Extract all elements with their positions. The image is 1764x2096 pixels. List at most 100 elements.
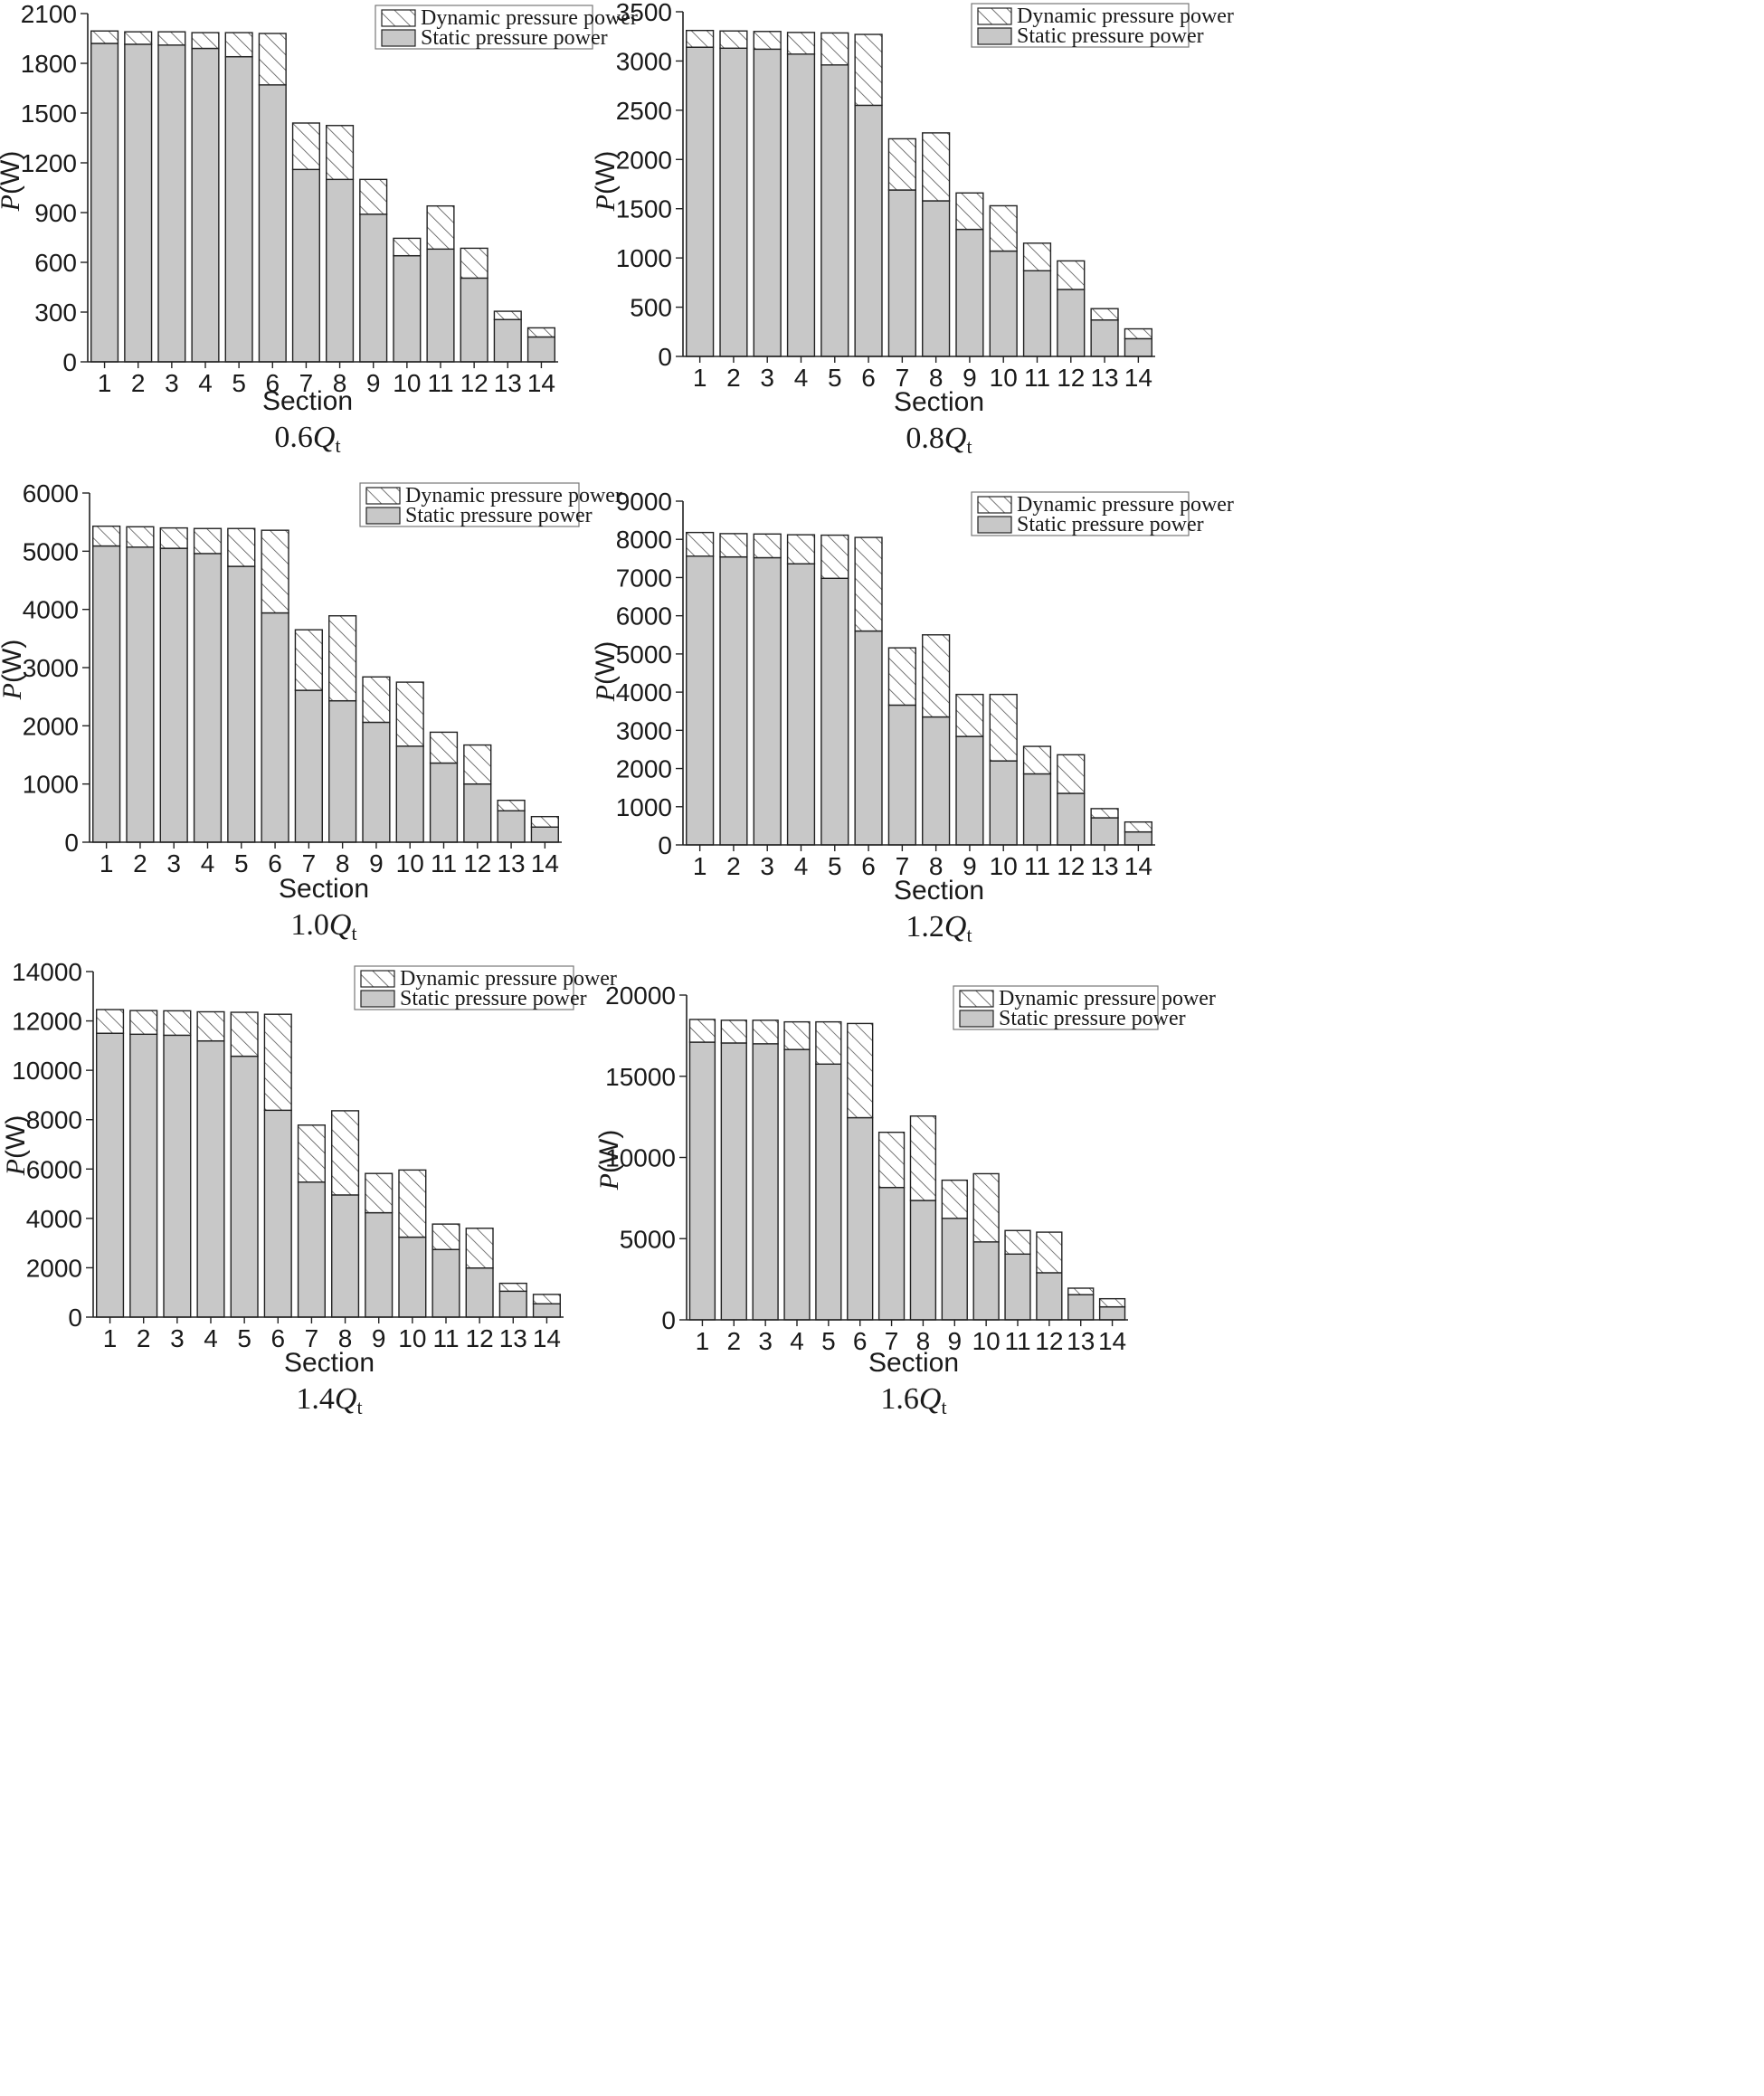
caption-value: 1.6 [880, 1382, 919, 1416]
y-tick-label: 4000 [23, 596, 79, 624]
y-axis-label-unit: (W) [591, 151, 621, 194]
static-pressure-bar [359, 213, 388, 363]
legend-swatch-dynamic [365, 487, 401, 505]
y-axis-label: P(W) [591, 641, 621, 703]
legend-swatch-dynamic [977, 496, 1012, 514]
dynamic-pressure-bar [719, 533, 748, 558]
dynamic-pressure-bar [854, 536, 883, 632]
x-axis-label: Section [262, 386, 353, 416]
static-pressure-bar [719, 47, 748, 357]
static-pressure-bar [532, 1303, 561, 1318]
x-tick-label: 5 [234, 849, 249, 877]
dynamic-pressure-bar [1004, 1229, 1031, 1256]
x-tick-label: 4 [198, 369, 213, 397]
y-tick-label: 1000 [616, 793, 672, 821]
x-tick-label: 7 [299, 369, 314, 397]
y-tick-label: 3000 [23, 654, 79, 682]
static-pressure-bar [362, 721, 391, 843]
x-tick-label: 9 [369, 849, 384, 877]
static-pressure-bar [989, 760, 1018, 846]
x-tick-label: 12 [1035, 1327, 1063, 1355]
static-pressure-bar [426, 248, 455, 363]
y-axis-label-unit: (W) [594, 1130, 624, 1173]
static-pressure-bar [1090, 817, 1119, 846]
static-pressure-bar [720, 1042, 747, 1321]
y-axis-label-symbol: P [0, 683, 27, 700]
static-pressure-bar [191, 47, 220, 363]
y-axis-label-symbol: P [0, 194, 25, 212]
x-tick-label: 14 [1124, 852, 1152, 880]
caption-subscript: t [966, 924, 972, 946]
static-pressure-bar [955, 228, 984, 357]
dynamic-pressure-bar [326, 125, 355, 181]
dynamic-pressure-bar [688, 1019, 716, 1043]
caption-subscript: t [356, 1396, 362, 1418]
dynamic-pressure-bar [941, 1179, 968, 1219]
caption-symbol: Q [329, 908, 352, 942]
x-tick-label: 12 [463, 849, 491, 877]
x-tick-label: 14 [1124, 364, 1152, 392]
y-tick-label: 1000 [23, 771, 79, 799]
caption-symbol: Q [919, 1382, 942, 1416]
x-tick-label: 6 [861, 364, 876, 392]
dynamic-pressure-bar [532, 1294, 561, 1304]
x-tick-label: 5 [237, 1324, 251, 1352]
static-pressure-bar [465, 1267, 494, 1318]
y-tick-label: 2000 [616, 146, 672, 174]
x-tick-label: 6 [853, 1327, 868, 1355]
y-tick-label: 9000 [616, 488, 672, 516]
legend-label-static: Static pressure power [405, 504, 593, 527]
x-axis-label: Section [894, 387, 984, 417]
static-pressure-bar [955, 735, 984, 846]
chart-caption: 1.0Qt [290, 908, 356, 944]
y-tick-label: 10000 [605, 1144, 676, 1172]
x-tick-label: 10 [396, 849, 424, 877]
dynamic-pressure-bar [126, 526, 155, 548]
x-tick-label: 10 [972, 1327, 1001, 1355]
dynamic-pressure-bar [820, 534, 849, 579]
dynamic-pressure-bar [753, 31, 782, 51]
static-pressure-bar [1057, 792, 1086, 846]
x-tick-label: 3 [166, 849, 181, 877]
caption-value: 0.6 [274, 421, 313, 454]
y-tick-label: 6000 [616, 602, 672, 631]
caption-value: 1.0 [290, 908, 329, 942]
static-pressure-bar [294, 689, 323, 843]
chart-panel: 1 2 3 4 5 6 7 8 9 10 11 12 13 14050010001500200025003… [591, 0, 1234, 458]
dynamic-pressure-bar [1090, 808, 1119, 819]
dynamic-pressure-bar [90, 30, 119, 44]
legend-label-dynamic: Dynamic pressure power [400, 967, 617, 991]
x-tick-label: 2 [726, 1327, 741, 1355]
static-pressure-bar [820, 64, 849, 357]
y-axis-label-unit: (W) [0, 151, 25, 194]
static-pressure-bar [196, 1039, 225, 1318]
y-tick-label: 10000 [12, 1057, 82, 1085]
y-tick-label: 4000 [26, 1205, 82, 1233]
legend-swatch-static [365, 507, 401, 525]
x-tick-label: 11 [1004, 1327, 1030, 1355]
y-tick-label: 0 [68, 1304, 82, 1332]
static-pressure-bar [815, 1063, 842, 1321]
static-pressure-bar [326, 178, 355, 363]
static-pressure-bar [1057, 289, 1086, 357]
caption-subscript: t [351, 922, 356, 944]
x-tick-label: 1 [693, 364, 707, 392]
static-pressure-bar [719, 555, 748, 846]
y-tick-label: 7000 [616, 564, 672, 592]
y-axis-label-symbol: P [594, 1173, 624, 1190]
chart-caption: 1.2Qt [906, 910, 972, 946]
static-pressure-bar [688, 1041, 716, 1321]
static-pressure-bar [1090, 319, 1119, 357]
dynamic-pressure-bar [922, 634, 951, 718]
dynamic-pressure-bar [398, 1169, 427, 1238]
y-axis-label-unit: (W) [591, 641, 621, 685]
caption-symbol: Q [944, 422, 967, 455]
static-pressure-bar [331, 1194, 360, 1318]
y-tick-label: 1800 [21, 50, 77, 78]
static-pressure-bar [1004, 1253, 1031, 1321]
dynamic-pressure-bar [686, 531, 715, 557]
dynamic-pressure-bar [530, 815, 559, 828]
dynamic-pressure-bar [1090, 308, 1119, 321]
static-pressure-bar [820, 577, 849, 846]
